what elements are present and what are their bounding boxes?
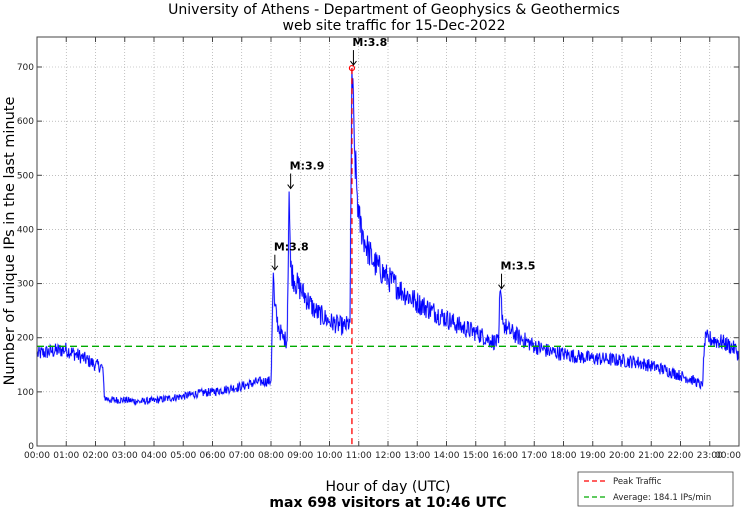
reference-lines <box>37 64 739 446</box>
annotation-arrowhead <box>350 60 357 66</box>
legend-average-label: Average: 184.1 IPs/min <box>613 493 711 503</box>
x-tick-label: 18:00 <box>551 451 577 461</box>
chart-subtitle: web site traffic for 15-Dec-2022 <box>283 18 506 34</box>
x-tick-label: 20:00 <box>609 451 635 461</box>
x-tick-label: 00:00 <box>24 451 50 461</box>
x-tick-label: 19:00 <box>580 451 606 461</box>
y-tick-label: 400 <box>17 225 34 235</box>
annotation-label: M:3.9 <box>290 160 325 173</box>
y-tick-label: 0 <box>28 442 34 452</box>
x-tick-label: 09:00 <box>287 451 313 461</box>
legend-peak-label: Peak Traffic <box>613 477 662 487</box>
series-line <box>36 68 740 406</box>
x-tick-label: 08:00 <box>258 451 284 461</box>
legend: Peak Traffic Average: 184.1 IPs/min <box>577 471 734 507</box>
legend-box <box>577 471 734 507</box>
peak-marker <box>348 64 356 72</box>
annotations: M:3.8 M:3.9 M:3.8 M:3.5 <box>271 36 536 290</box>
x-tick-label: 11:00 <box>346 451 372 461</box>
x-tick-label: 12:00 <box>375 451 401 461</box>
y-tick-label: 300 <box>17 280 34 290</box>
x-tick-label: 00:00 <box>715 451 741 461</box>
max-visitors-note: max 698 visitors at 10:46 UTC <box>269 495 506 511</box>
x-tick-label: 21:00 <box>638 451 664 461</box>
x-tick-label: 22:00 <box>668 451 694 461</box>
x-tick-label: 17:00 <box>521 451 547 461</box>
y-tick-label: 100 <box>17 388 34 398</box>
annotation-arrowhead <box>271 265 279 271</box>
x-tick-label: 07:00 <box>229 451 255 461</box>
x-tick-label: 15:00 <box>463 451 489 461</box>
annotation-label: M:3.8 <box>352 36 387 49</box>
x-tick-label: 01:00 <box>53 451 79 461</box>
x-tick-label: 03:00 <box>112 451 138 461</box>
axes <box>36 36 740 447</box>
y-tick-label: 200 <box>17 334 34 344</box>
annotation-arrowhead <box>287 184 295 190</box>
y-tick-label: 600 <box>17 117 34 127</box>
x-tick-label: 06:00 <box>200 451 226 461</box>
y-axis-label: Number of unique IPs in the last minute <box>2 97 18 386</box>
x-tick-label: 13:00 <box>404 451 430 461</box>
y-tick-label: 500 <box>17 171 34 181</box>
x-tick-labels: 00:00 01:00 02:00 03:00 04:00 05:00 06:00 07:00… <box>24 451 741 461</box>
x-tick-label: 16:00 <box>492 451 518 461</box>
x-tick-label: 04:00 <box>141 451 167 461</box>
x-tick-label: 10:00 <box>317 451 343 461</box>
y-tick-label: 700 <box>17 63 34 73</box>
annotation-arrowhead <box>498 284 505 290</box>
annotation-label: M:3.8 <box>274 241 309 254</box>
y-tick-labels: 0 100 200 300 400 500 600 700 <box>17 63 34 452</box>
series-layer <box>36 68 740 407</box>
x-tick-label: 14:00 <box>434 451 460 461</box>
x-tick-label: 23:00 <box>697 451 723 461</box>
x-axis-label: Hour of day (UTC) <box>326 479 451 495</box>
annotation-label: M:3.5 <box>501 260 536 273</box>
chart-title: University of Athens - Department of Geo… <box>168 2 620 18</box>
x-tick-label: 05:00 <box>170 451 196 461</box>
x-tick-label: 02:00 <box>83 451 109 461</box>
grid <box>37 37 739 446</box>
